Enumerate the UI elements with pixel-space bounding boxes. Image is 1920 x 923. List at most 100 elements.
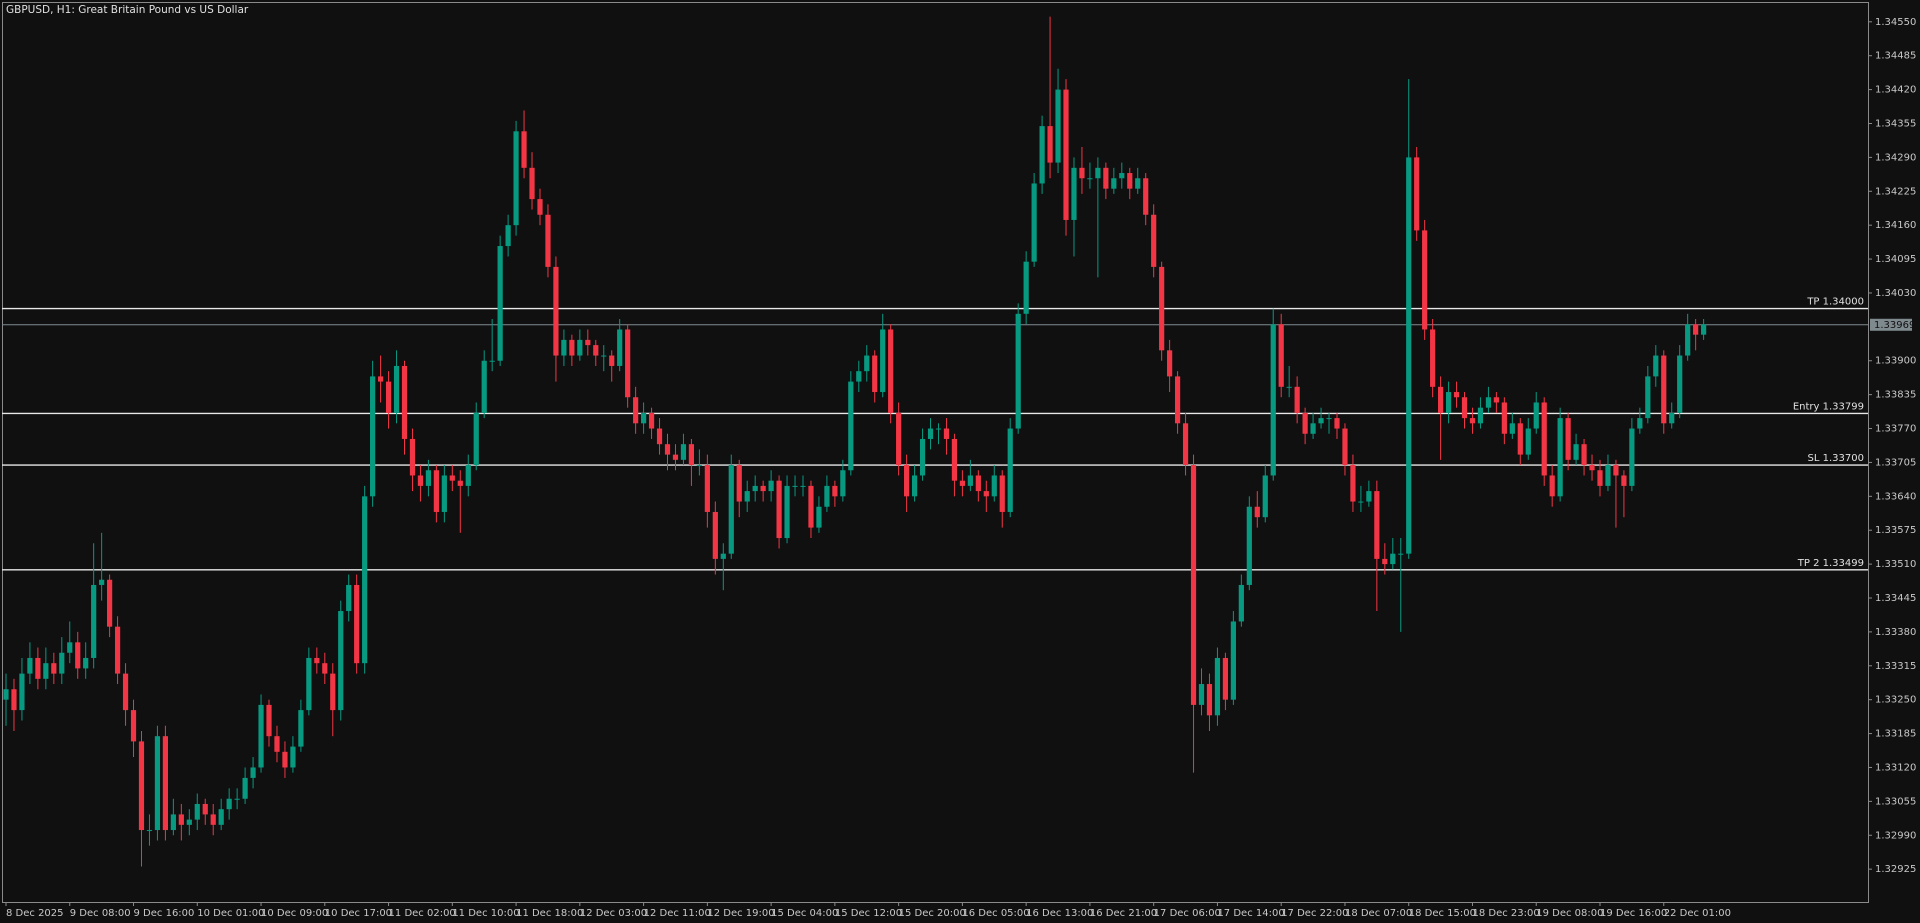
candle-body: [194, 803, 200, 820]
x-tick-label: 16 Dec 21:00: [1090, 908, 1157, 919]
candle-body: [338, 611, 344, 711]
level-label: SL 1.33700: [1808, 453, 1864, 464]
candle-body: [417, 475, 424, 486]
candle-body: [282, 751, 288, 768]
level-label: TP 1.34000: [1806, 297, 1864, 308]
y-tick-label: 1.34420: [1875, 85, 1916, 96]
candle-body: [553, 266, 559, 356]
candle-body: [1398, 553, 1404, 555]
x-tick-label: 12 Dec 11:00: [644, 908, 711, 919]
candle-body: [1222, 657, 1229, 700]
candle-body: [473, 412, 479, 466]
candle-body: [617, 329, 623, 366]
candle-body: [1278, 324, 1284, 387]
y-tick-label: 1.32925: [1875, 864, 1916, 875]
x-tick-label: 10 Dec 09:00: [261, 908, 328, 919]
x-tick-label: 9 Dec 16:00: [134, 908, 195, 919]
candle-body: [1326, 418, 1332, 420]
candle-body: [840, 470, 846, 497]
candle-body: [505, 225, 511, 247]
candle-body: [27, 657, 33, 674]
candle-body: [1119, 173, 1125, 179]
candle-body: [537, 199, 543, 215]
candle-body: [130, 710, 137, 742]
candle-body: [1669, 412, 1675, 424]
candle-body: [975, 475, 981, 492]
candle-body: [393, 365, 400, 413]
candle-body: [1230, 621, 1236, 700]
candle-body: [1453, 392, 1460, 398]
candle-body: [1079, 167, 1085, 179]
candle-body: [1445, 392, 1452, 413]
candle-body: [457, 480, 463, 486]
candle-body: [1294, 386, 1300, 413]
candle-body: [449, 475, 455, 481]
candle-body: [648, 412, 655, 429]
candle-body: [752, 485, 758, 492]
candle-body: [242, 777, 248, 799]
y-tick-label: 1.33705: [1875, 457, 1916, 468]
y-tick-label: 1.33770: [1875, 424, 1916, 435]
candle-body: [919, 438, 926, 476]
candle-body: [1103, 167, 1109, 189]
candle-body: [1342, 428, 1348, 466]
candle-body: [1621, 475, 1627, 486]
x-tick-label: 9 Dec 08:00: [70, 908, 131, 919]
x-tick-label: 18 Dec 23:00: [1472, 908, 1539, 919]
x-tick-label: 17 Dec 14:00: [1217, 908, 1284, 919]
candle-body: [1159, 266, 1165, 351]
candle-body: [1430, 329, 1436, 387]
candle-body: [1111, 178, 1117, 189]
x-tick-label: 11 Dec 18:00: [516, 908, 583, 919]
y-tick-label: 1.33250: [1875, 695, 1916, 706]
candle-body: [346, 584, 352, 612]
x-tick-label: 15 Dec 12:00: [835, 908, 902, 919]
x-tick-label: 22 Dec 01:00: [1664, 908, 1731, 919]
candle-body: [51, 663, 57, 674]
candle-body: [569, 339, 575, 356]
candle-body: [521, 131, 527, 168]
x-tick-label: 19 Dec 08:00: [1536, 908, 1603, 919]
current-price-tag: [1870, 318, 1912, 331]
candle-body: [585, 339, 591, 346]
candle-body: [656, 428, 663, 445]
candle-body: [888, 329, 894, 413]
candle-body: [1693, 324, 1699, 335]
candle-body: [1677, 355, 1683, 413]
candle-body: [465, 465, 471, 486]
candle-body: [943, 428, 950, 439]
candle-body: [1071, 167, 1077, 220]
candle-body: [872, 355, 878, 393]
candle-body: [330, 673, 336, 711]
candle-body: [226, 798, 232, 810]
candle-body: [609, 355, 615, 366]
candle-body: [67, 642, 73, 653]
candle-body: [911, 475, 918, 497]
candle-body: [1382, 558, 1388, 565]
candle-body: [266, 704, 272, 737]
candle-body: [1661, 355, 1667, 424]
candle-body: [760, 485, 766, 492]
level-label: TP 2 1.33499: [1797, 558, 1864, 569]
candle-body: [1174, 376, 1181, 424]
candle-body: [1390, 553, 1396, 565]
candle-body: [904, 465, 910, 497]
y-tick-label: 1.34030: [1875, 288, 1916, 299]
candle-body: [664, 444, 671, 455]
candle-body: [1350, 465, 1356, 502]
candle-body: [967, 475, 973, 486]
candle-body: [1509, 423, 1515, 434]
candle-body: [1310, 423, 1316, 434]
candle-body: [35, 657, 41, 679]
candle-body: [800, 485, 806, 487]
candle-body: [481, 360, 487, 413]
candle-body: [162, 736, 168, 831]
candle-body: [1135, 178, 1141, 189]
candle-body: [1557, 418, 1563, 497]
candle-body: [1023, 261, 1029, 314]
candle-body: [409, 438, 416, 476]
candle-body: [234, 798, 240, 800]
candle-body: [808, 485, 814, 528]
candle-body: [1087, 178, 1093, 180]
x-tick-label: 16 Dec 05:00: [962, 908, 1029, 919]
